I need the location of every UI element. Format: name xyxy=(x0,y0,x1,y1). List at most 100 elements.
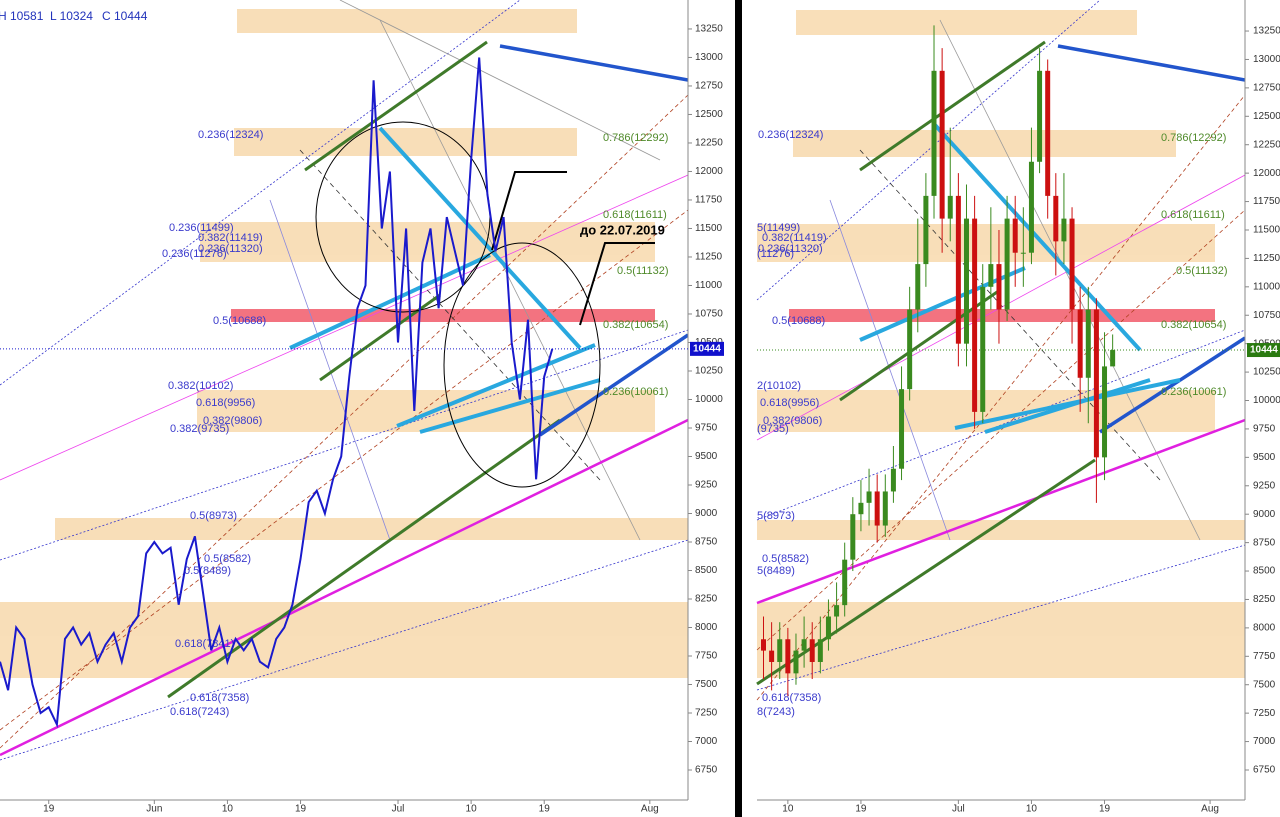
y-tick-label: 11000 xyxy=(1253,281,1280,292)
y-tick-label: 12750 xyxy=(1253,83,1280,94)
fib-label: 0.618(7358) xyxy=(190,692,249,704)
candle-body xyxy=(939,70,945,219)
x-tick-label: 10 xyxy=(222,804,234,815)
y-tick-label: 11750 xyxy=(1253,196,1280,207)
candle-body xyxy=(1110,350,1116,367)
x-tick-label: 19 xyxy=(43,804,55,815)
y-tick-label: 7000 xyxy=(695,736,718,747)
y-tick-label: 10750 xyxy=(695,309,723,320)
y-tick-label: 10000 xyxy=(1253,395,1280,406)
marks: 0.236(12324) 0.786(12292) 0.618(11611) 5(11… xyxy=(757,25,1245,718)
candle-body xyxy=(809,639,815,662)
fib-label: 0.236(12324) xyxy=(198,129,263,141)
fib-label: 0.5(11132) xyxy=(1176,265,1228,277)
candle-body xyxy=(793,650,799,674)
candle-body xyxy=(874,491,880,526)
candle-body xyxy=(1093,309,1099,458)
fib-label: 0.236(11320) xyxy=(758,243,823,255)
candle-body xyxy=(842,559,848,606)
y-tick-label: 7750 xyxy=(1253,651,1276,662)
fib-label: 0.236(10061) xyxy=(1161,386,1226,398)
candle-body xyxy=(923,195,929,265)
x-tick-label: Jun xyxy=(146,804,162,815)
header-stat: H 10581 xyxy=(0,9,44,23)
candle-body xyxy=(899,389,905,469)
y-tick-label: 13250 xyxy=(1253,26,1280,37)
fib-label: 0.5(8582) xyxy=(204,553,251,565)
fib-label: 0.5(8489) xyxy=(184,565,231,577)
x-tick-label: 10 xyxy=(782,804,794,815)
y-tick-label: 8500 xyxy=(695,565,718,576)
candle-body xyxy=(817,639,823,662)
fib-label: 0.236(11276) xyxy=(162,248,227,260)
fib-label: 0.618(11611) xyxy=(1161,209,1225,221)
y-tick-label: 11250 xyxy=(1253,253,1280,264)
y-tick-label: 10250 xyxy=(695,366,723,377)
y-tick-label: 8250 xyxy=(695,594,718,605)
fib-label: 8(7243) xyxy=(757,706,795,718)
y-tick-label: 12500 xyxy=(1253,111,1280,122)
fib-label: 0.618(7841) xyxy=(175,638,234,650)
y-tick-label: 9250 xyxy=(695,480,718,491)
fib-label: 5(8489) xyxy=(757,565,795,577)
y-tick-label: 8250 xyxy=(1253,594,1276,605)
fib-label: 0.786(12292) xyxy=(1161,132,1226,144)
candle-body xyxy=(1020,252,1026,254)
y-tick-label: 9750 xyxy=(695,423,718,434)
fib-label: 0.786(12292) xyxy=(603,132,668,144)
x-tick-label: 19 xyxy=(539,804,551,815)
y-tick-label: 9250 xyxy=(1253,480,1276,491)
y-tick-label: 9000 xyxy=(695,508,718,519)
y-tick-label: 12000 xyxy=(1253,168,1280,179)
fib-label: 0.382(9735) xyxy=(170,423,229,435)
fib-label: 0.618(7243) xyxy=(170,706,229,718)
fib-label: (9735) xyxy=(757,423,789,435)
last-price-tag xyxy=(1247,343,1280,358)
fib-label: 0.5(10688) xyxy=(772,315,825,327)
price-line xyxy=(0,57,554,729)
y-tick-label: 10750 xyxy=(1253,310,1280,321)
fib-label: 0.5(10688) xyxy=(213,315,266,327)
candle-body xyxy=(1012,218,1018,253)
y-tick-label: 12000 xyxy=(695,166,723,177)
candle-body xyxy=(915,264,921,310)
fib-label: 0.5(8582) xyxy=(762,553,809,565)
y-tick-label: 6750 xyxy=(695,765,718,776)
fib-label: 0.618(11611) xyxy=(603,209,667,221)
candle-body xyxy=(825,616,831,640)
y-tick-label: 7250 xyxy=(695,708,718,719)
x-tick-label: 19 xyxy=(295,804,307,815)
candle-body xyxy=(769,650,775,662)
y-tick-label: 10000 xyxy=(695,394,723,405)
y-tick-label: 9500 xyxy=(1253,452,1276,463)
y-tick-label: 9750 xyxy=(1253,424,1276,435)
candle-body xyxy=(1037,70,1043,162)
fib-label: 0.382(10654) xyxy=(1161,319,1226,331)
y-tick-label: 6750 xyxy=(1253,765,1276,776)
y-tick-label: 8000 xyxy=(1253,623,1276,634)
candle-body xyxy=(1004,218,1010,310)
x-tick-label: 10 xyxy=(466,804,478,815)
last-price-tag xyxy=(690,341,724,356)
y-tick-label: 13000 xyxy=(695,52,723,63)
y-tick-label: 11750 xyxy=(695,195,723,206)
fib-label: 0.618(9956) xyxy=(196,397,255,409)
candle-body xyxy=(866,491,872,503)
candle-body xyxy=(931,70,937,196)
candle-body xyxy=(980,286,986,412)
header-stat: C 10444 xyxy=(102,9,148,23)
y-tick-label: 12750 xyxy=(695,81,723,92)
y-tick-label: 9500 xyxy=(695,451,718,462)
candle-body xyxy=(801,639,807,651)
fib-label: 0.618(9956) xyxy=(760,397,819,409)
candle-body xyxy=(947,195,953,219)
candle-body xyxy=(963,218,969,344)
fib-label: 0.236(11499) xyxy=(169,222,234,234)
candle-body xyxy=(1077,309,1083,378)
y-tick-label: 8750 xyxy=(695,537,718,548)
y-tick-label: 11000 xyxy=(695,280,723,291)
y-tick-label: 7750 xyxy=(695,651,718,662)
last-price-label: 10444 xyxy=(693,344,721,355)
fib-label: 0.236(12324) xyxy=(758,129,823,141)
